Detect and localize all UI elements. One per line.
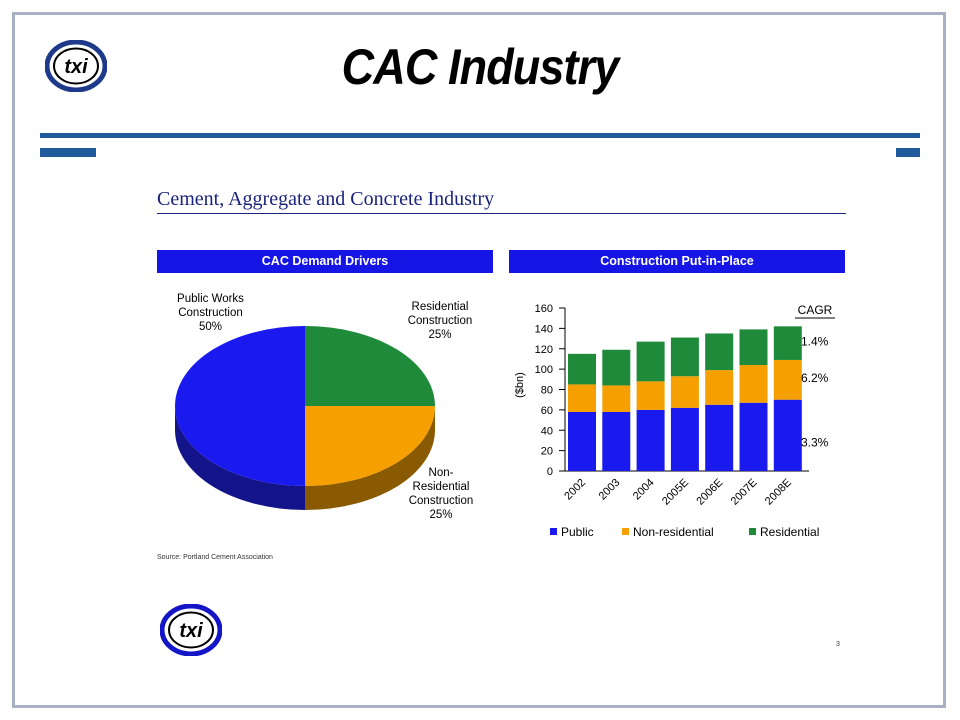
x-tick-label-2002: 2002 (562, 477, 588, 503)
logo-text-bottom: txi (179, 620, 203, 642)
x-tick-label-2004: 2004 (631, 477, 657, 503)
pie-chart (175, 326, 435, 510)
bar-public-2003 (602, 411, 631, 471)
pie-label-nonresidential: Non- Residential Construction 25% (408, 467, 474, 521)
bar-public-2005e (670, 407, 699, 471)
bar-public-2008e (773, 399, 802, 471)
y-tick-label-3: 60 (541, 405, 553, 417)
pie-slice-public (175, 326, 305, 486)
legend-swatch-2 (749, 528, 756, 535)
bar-non-residential-2006e (705, 370, 734, 405)
legend-swatch-1 (622, 528, 629, 535)
bar-public-2004 (636, 409, 665, 471)
bar-chart-header: Construction Put-in-Place (509, 250, 845, 273)
bar-residential-2003 (602, 349, 631, 386)
y-tick-label-7: 140 (535, 323, 553, 335)
page-number: 3 (836, 641, 840, 648)
y-tick-label-8: 160 (535, 303, 553, 315)
bar-non-residential-2002 (568, 384, 596, 412)
cagr-label-1: 6.2% (801, 371, 829, 385)
bar-residential-2004 (636, 341, 665, 382)
y-tick-label-4: 80 (541, 385, 553, 397)
logo-text-top: txi (64, 56, 88, 78)
bar-non-residential-2005e (670, 376, 699, 408)
bar-residential-2008e (773, 326, 802, 360)
pie-slice-nonresidential (305, 406, 435, 486)
bar-public-2002 (568, 411, 596, 471)
bar-residential-2006e (705, 333, 734, 371)
cagr-label-2: 3.3% (801, 435, 829, 449)
bar-residential-2002 (568, 353, 596, 385)
y-axis-label: ($bn) (514, 372, 526, 398)
subtitle-rule (157, 213, 846, 214)
x-tick-label-2003: 2003 (597, 477, 623, 503)
y-tick-label-2: 40 (541, 425, 553, 437)
rule-tab-left (40, 148, 96, 157)
x-tick-label-2008e: 2008E (763, 477, 794, 508)
y-tick-label-6: 120 (535, 344, 553, 356)
txi-logo-bottom-icon: txi (160, 604, 222, 656)
txi-logo-icon: txi (45, 40, 107, 92)
bar-public-2006e (705, 404, 734, 471)
bar-non-residential-2008e (773, 359, 802, 400)
x-tick-label-2007e: 2007E (729, 477, 760, 508)
bar-public-2007e (739, 402, 768, 471)
pie-label-residential: Residential Construction 25% (407, 301, 473, 341)
bar-non-residential-2004 (636, 381, 665, 410)
x-tick-label-2005e: 2005E (660, 477, 691, 508)
pie-slice-residential (305, 326, 435, 406)
legend-label-0: Public (561, 525, 594, 539)
bar-residential-2007e (739, 329, 768, 366)
pie-side-public (175, 406, 305, 510)
rule-tab-right (896, 148, 920, 157)
title-rule (40, 133, 920, 138)
pie-label-public: Public Works Construction 50% (177, 293, 244, 333)
cagr-label-0: 1.4% (801, 334, 829, 348)
page-title: CAC Industry (341, 39, 620, 95)
y-tick-label-5: 100 (535, 364, 553, 376)
x-tick-label-2006e: 2006E (694, 477, 725, 508)
legend-label-2: Residential (760, 525, 819, 539)
legend-swatch-0 (550, 528, 557, 535)
legend-label-1: Non-residential (633, 525, 714, 539)
section-subtitle: Cement, Aggregate and Concrete Industry (157, 188, 495, 210)
y-tick-label-0: 0 (547, 466, 553, 478)
source-note: Source: Portland Cement Association (157, 554, 273, 561)
bar-non-residential-2003 (602, 385, 631, 412)
y-tick-label-1: 20 (541, 446, 553, 458)
pie-side-nonresidential (305, 406, 435, 510)
pie-chart-header: CAC Demand Drivers (157, 250, 493, 273)
bar-residential-2005e (670, 337, 699, 377)
bar-non-residential-2007e (739, 365, 768, 403)
cagr-header: CAGR (798, 303, 833, 317)
